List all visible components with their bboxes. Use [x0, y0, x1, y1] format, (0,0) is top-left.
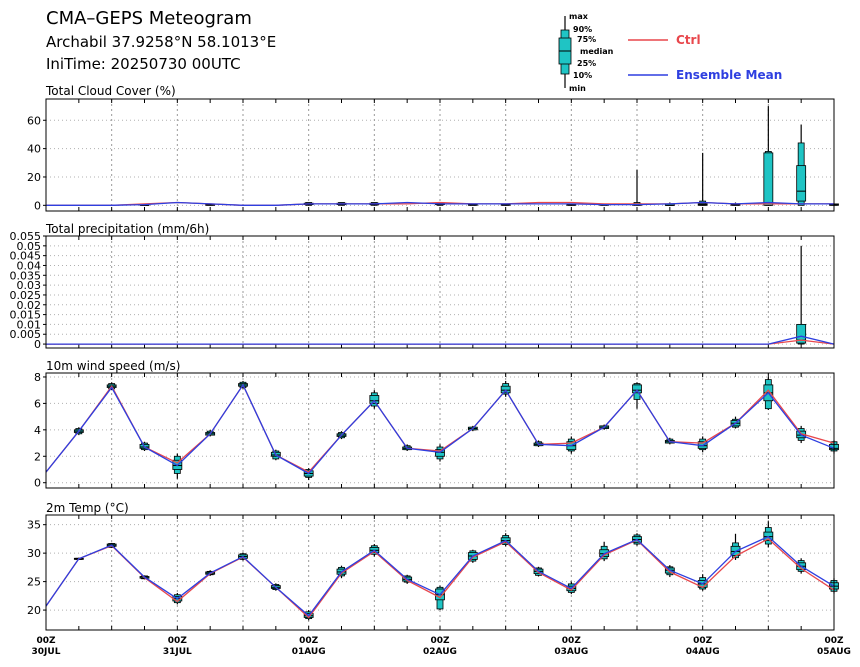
x-tick-time-label: 00Z [430, 636, 450, 646]
y-tick-label: 0.055 [10, 230, 42, 243]
panel-frame [45, 98, 835, 212]
y-tick-label: 0.02 [17, 299, 42, 312]
box-25-75 [632, 384, 642, 394]
ensemble-box [763, 521, 774, 548]
y-tick-label: 0 [34, 338, 41, 351]
y-tick-label: 8 [34, 371, 41, 384]
y-tick-label: 0.035 [10, 269, 42, 282]
panel-1: Total Cloud Cover (%) 0 20 40 60 [27, 84, 839, 212]
ensemble-box [763, 106, 774, 206]
y-tick-label: 20 [27, 604, 41, 617]
key-label: max [569, 12, 589, 21]
ensemble-mean-series-line [46, 335, 835, 345]
box-25-75 [796, 165, 807, 202]
panel-title: Total Cloud Cover (%) [45, 84, 176, 98]
y-tick-label: 2 [34, 450, 41, 463]
legend-ensemble-mean-label: Ensemble Mean [676, 68, 782, 82]
x-tick-time-label: 00Z [693, 636, 713, 646]
legend: Ctrl Ensemble Mean [628, 33, 782, 82]
y-tick-label: 6 [34, 397, 41, 410]
panel-4: 2m Temp (°C) 20 25 30 35 [27, 501, 839, 631]
x-tick-time-label: 00Z [36, 636, 56, 646]
x-tick-date-label: 03AUG [554, 647, 588, 657]
panel-title: Total precipitation (mm/6h) [45, 222, 209, 236]
key-label: min [569, 84, 586, 93]
x-tick-date-label: 31JUL [163, 647, 192, 657]
panel-3: 10m wind speed (m/s) 0 2 4 6 8 [34, 359, 839, 490]
y-tick-label: 20 [27, 171, 41, 184]
box-25-75 [435, 449, 445, 457]
ctrl-series-line [45, 538, 835, 619]
ensemble-mean-series-line [45, 535, 835, 617]
box-legend-key: max 90%75% median 25% 10% min [558, 12, 614, 93]
y-tick-label: 0.04 [17, 259, 42, 272]
legend-ctrl-label: Ctrl [676, 33, 701, 47]
y-tick-label: 0.05 [17, 240, 42, 253]
ensemble-box [632, 169, 642, 206]
ensemble-box [632, 382, 642, 409]
y-tick-label: 60 [27, 114, 41, 127]
x-tick-time-label: 00Z [824, 636, 844, 646]
box-25-75 [796, 324, 807, 344]
x-tick-time-label: 00Z [168, 636, 188, 646]
key-label: 90% [573, 25, 592, 34]
ensemble-box [796, 124, 807, 206]
panel-frame [45, 235, 835, 349]
y-tick-label: 0.015 [10, 309, 42, 322]
ensemble-box [697, 436, 708, 453]
panel-frame [45, 372, 835, 489]
x-tick-date-label: 05AUG [817, 647, 851, 657]
location-label: Archabil 37.9258°N 58.1013°E [46, 33, 276, 51]
box-25-75 [763, 152, 774, 206]
key-label: 25% [577, 59, 596, 68]
x-tick-date-label: 04AUG [686, 647, 720, 657]
y-tick-label: 0.005 [10, 328, 42, 341]
y-tick-label: 0.03 [17, 279, 42, 292]
y-tick-label: 0.025 [10, 289, 42, 302]
x-tick-date-label: 02AUG [423, 647, 457, 657]
key-label: median [580, 47, 614, 56]
y-tick-label: 40 [27, 143, 41, 156]
y-tick-label: 30 [27, 547, 41, 560]
y-tick-label: 35 [27, 519, 41, 532]
ensemble-box [730, 202, 741, 206]
ensemble-box [435, 444, 445, 462]
y-tick-label: 0.01 [17, 318, 42, 331]
x-tick-date-label: 30JUL [32, 647, 61, 657]
x-tick-time-label: 00Z [299, 636, 319, 646]
panel-title: 10m wind speed (m/s) [46, 359, 180, 373]
key-label: 75% [577, 35, 596, 44]
init-time-label: IniTime: 20250730 00UTC [46, 55, 241, 73]
panel-title: 2m Temp (°C) [46, 501, 129, 515]
y-tick-label: 0.045 [10, 250, 42, 263]
ensemble-box [697, 152, 708, 206]
ensemble-mean-series-line [45, 383, 835, 475]
y-tick-label: 4 [34, 424, 41, 437]
box-25-75 [369, 395, 380, 404]
ensemble-mean-series-line [46, 201, 834, 206]
x-tick-date-label: 01AUG [292, 647, 326, 657]
x-tick-time-label: 00Z [562, 636, 582, 646]
key-label: 10% [573, 71, 592, 80]
panel-frame [45, 514, 835, 631]
y-tick-label: 0 [34, 199, 41, 212]
y-tick-label: 0 [34, 477, 41, 490]
panel-2: Total precipitation (mm/6h)00.0050.010.0… [10, 222, 835, 351]
y-tick-label: 25 [27, 576, 41, 589]
meteogram-title: CMA–GEPS Meteogram [46, 8, 252, 29]
x-axis-labels: 00Z30JUL00Z31JUL00Z01AUG00Z02AUG00Z03AUG… [32, 636, 851, 657]
ctrl-series-line [45, 383, 835, 473]
